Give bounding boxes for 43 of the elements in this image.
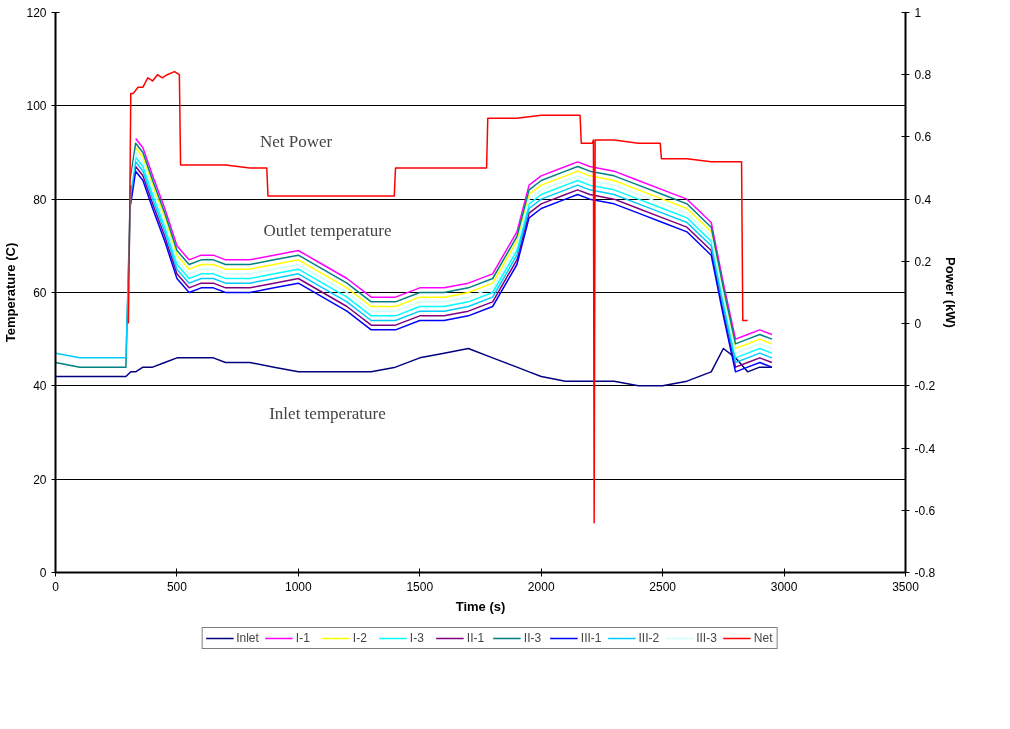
x-tick-label: 2000	[527, 579, 555, 594]
legend-label: Net	[753, 631, 774, 645]
legend-label: I-3	[409, 631, 425, 645]
y-tick-label: 120	[26, 6, 47, 20]
y2-tick-label: 0	[914, 317, 922, 332]
legend-label: I-1	[295, 631, 311, 645]
annotation: Inlet temperature	[269, 403, 386, 423]
x-tick-label: 1500	[406, 579, 434, 594]
y-tick-label: 100	[26, 99, 47, 114]
y-tick-label: 60	[33, 286, 47, 300]
x-tick-label: 1000	[285, 579, 313, 594]
legend-label: Inlet	[236, 631, 259, 645]
y-tick-label: 0	[39, 566, 47, 580]
y-tick-label: 40	[33, 379, 47, 394]
legend-label: III-3	[696, 631, 717, 645]
y-tick-label: 80	[33, 192, 47, 207]
y-tick-label: 20	[33, 472, 47, 487]
legend-label: II-1	[466, 631, 486, 645]
legend-label: III-1	[580, 631, 602, 645]
y2-tick-label: -0.6	[914, 503, 936, 518]
x-tick-label: 0	[52, 579, 60, 594]
legend-label: I-2	[352, 631, 368, 645]
y2-tick-label: -0.2	[914, 379, 936, 394]
x-tick-label: 3000	[770, 579, 798, 594]
x-tick-label: 3500	[892, 579, 920, 594]
legend-label: III-2	[638, 631, 660, 645]
y2-tick-label: -0.4	[914, 441, 936, 456]
y2-axis-title: Power (kW)	[943, 257, 959, 328]
line-series	[127, 70, 749, 524]
y-axis-title: Temperature (C)	[3, 242, 19, 343]
x-axis-title: Time (s)	[455, 598, 506, 614]
x-tick-label: 500	[166, 579, 188, 594]
annotation: Outlet temperature	[263, 220, 392, 240]
y2-tick-label: 0.2	[914, 254, 932, 269]
y2-tick-label: 1	[914, 6, 922, 20]
y2-tick-label: -0.8	[914, 566, 936, 580]
legend-label: II-3	[523, 631, 543, 645]
y2-tick-label: 0.6	[914, 130, 932, 145]
annotation: Net Power	[259, 131, 333, 151]
line-series	[55, 347, 773, 387]
y2-tick-label: 0.8	[914, 68, 932, 83]
y2-tick-label: 0.4	[914, 192, 932, 207]
x-tick-label: 2500	[649, 579, 677, 594]
